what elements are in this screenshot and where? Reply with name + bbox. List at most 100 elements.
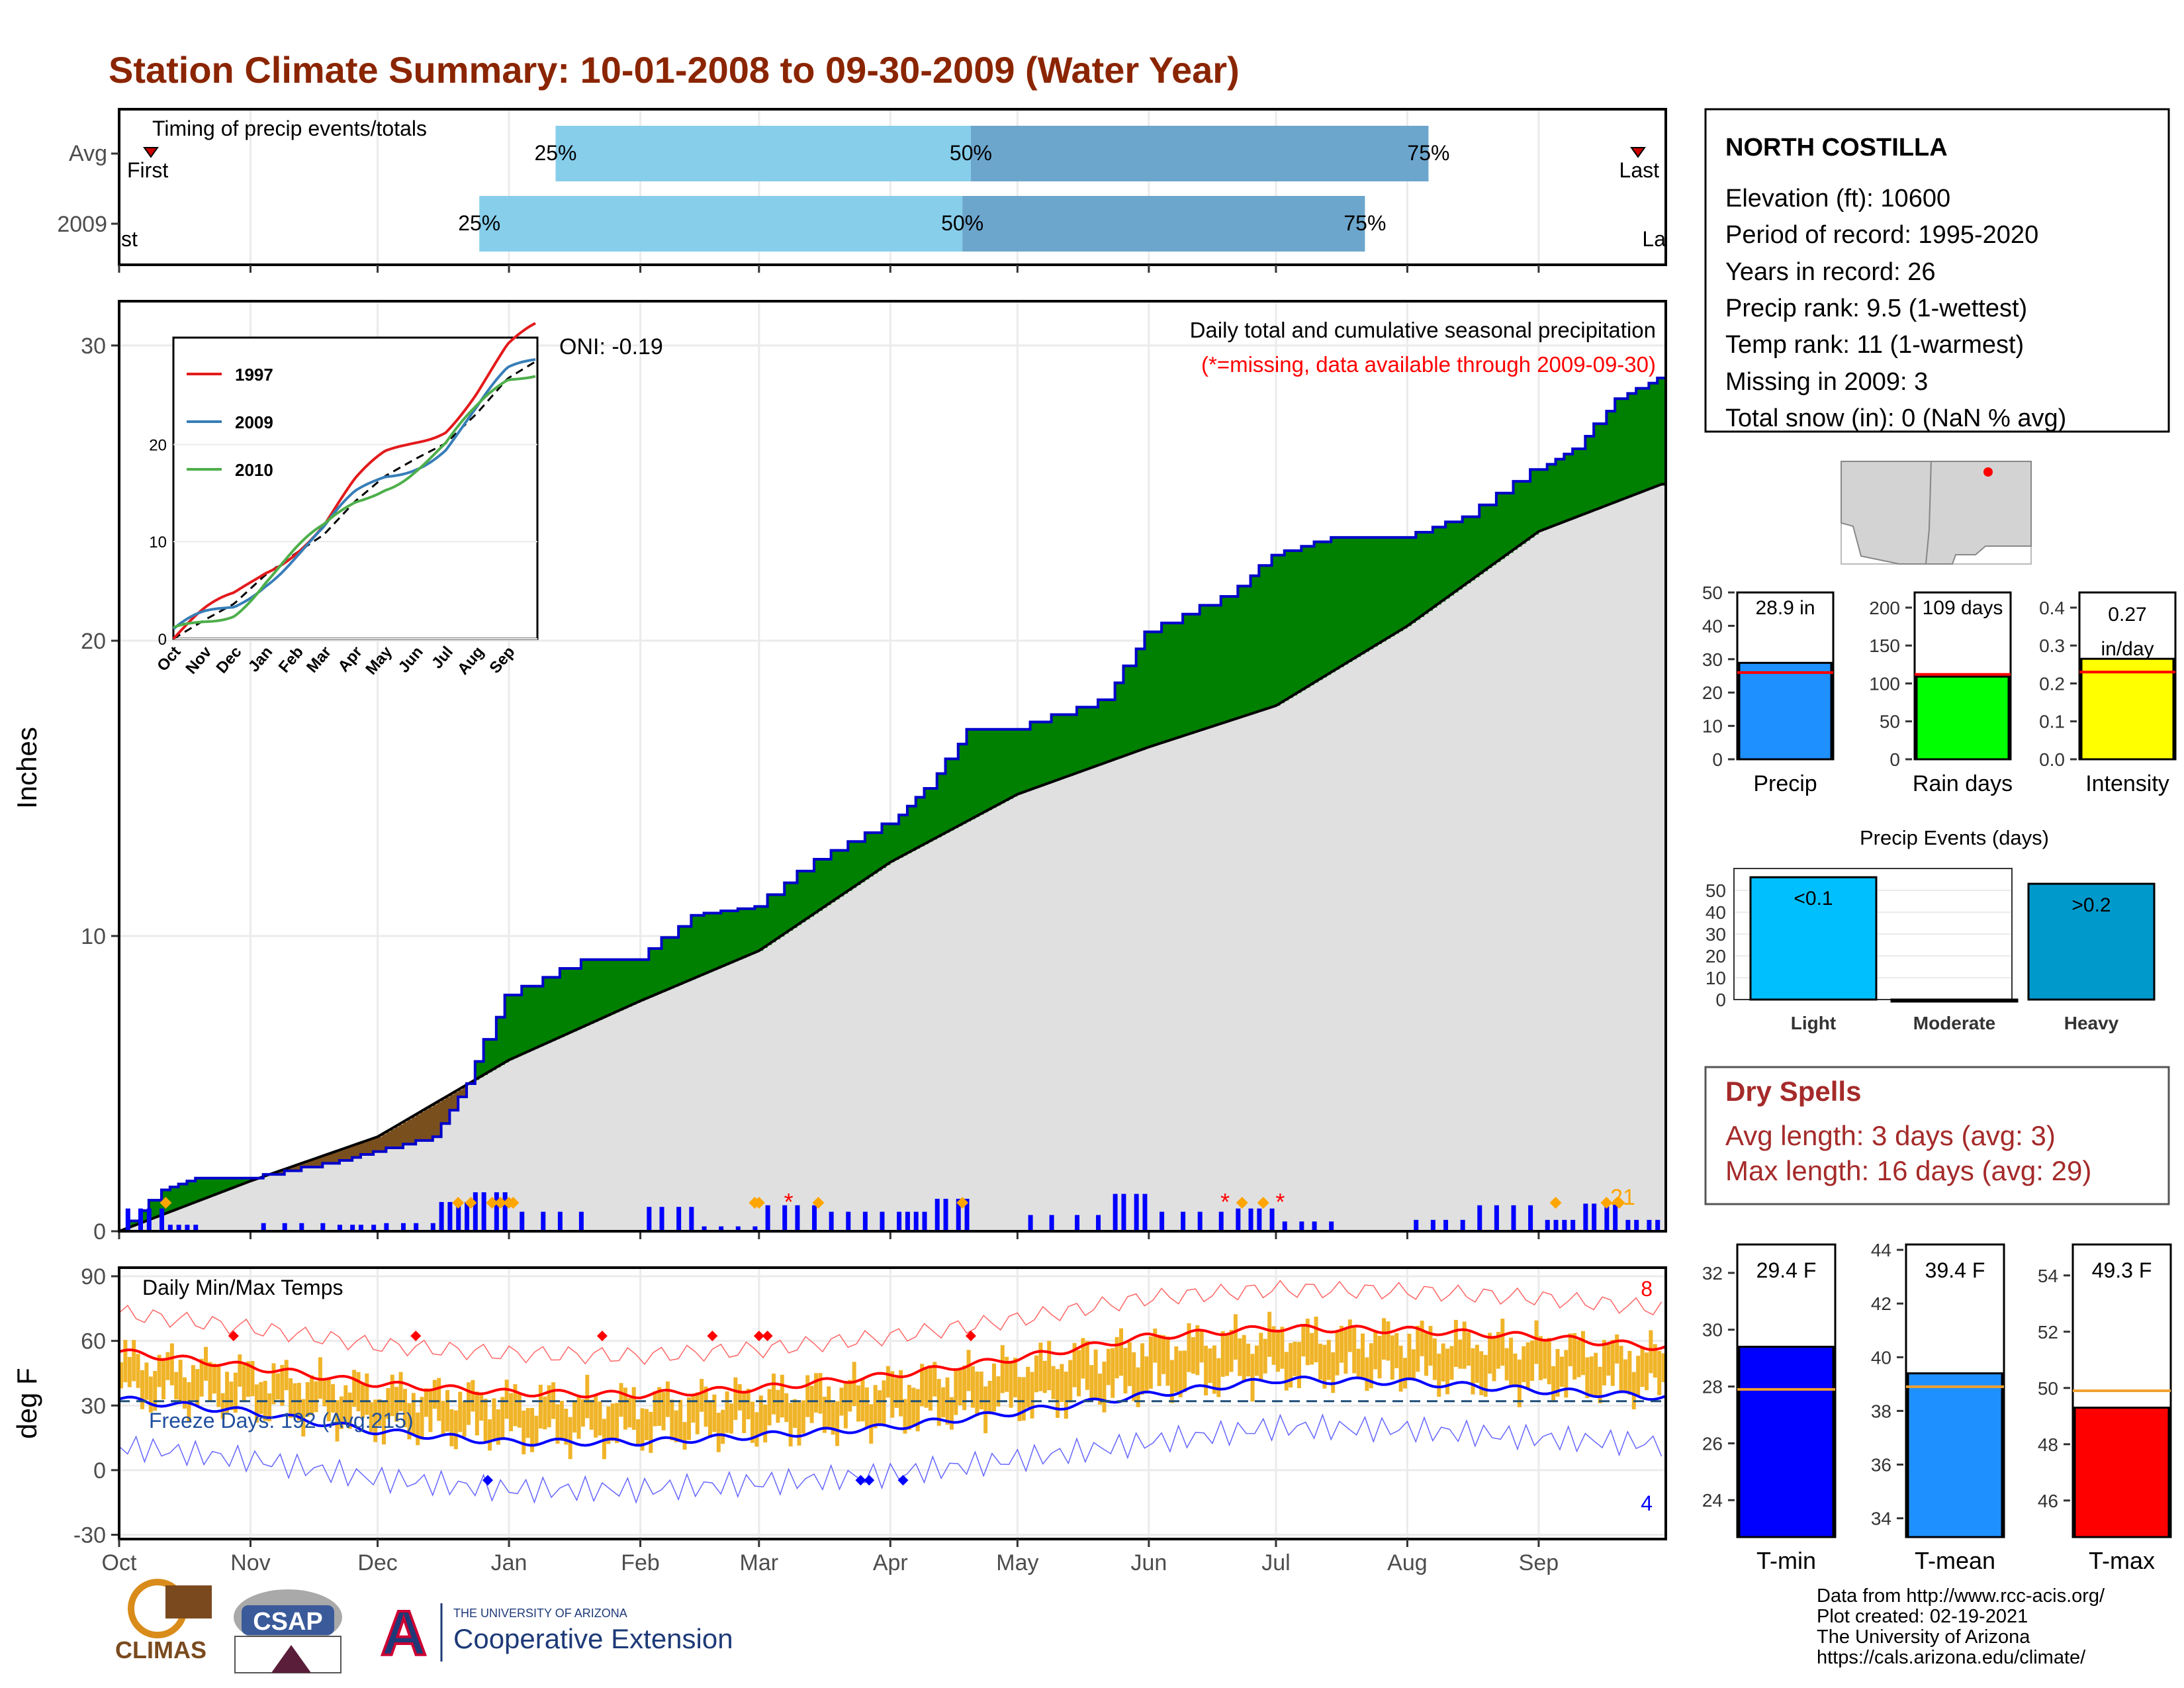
dry-spells-frame <box>1704 1066 2170 1205</box>
daily-precip-bar <box>167 1225 173 1231</box>
daily-precip-bar <box>1121 1194 1126 1231</box>
daily-precip-bar <box>1647 1219 1652 1231</box>
daily-temp-range <box>886 1366 890 1398</box>
daily-precip-bar <box>1248 1208 1253 1231</box>
month-label: Sep <box>1519 1550 1559 1575</box>
daily-temp-range <box>445 1390 450 1432</box>
daily-temp-range <box>402 1389 407 1428</box>
daily-temp-range <box>331 1383 336 1413</box>
daily-precip-bar <box>1269 1208 1275 1231</box>
daily-temp-range <box>856 1385 861 1422</box>
first-label: First <box>127 158 168 182</box>
page-title: Station Climate Summary: 10-01-2008 to 0… <box>109 49 1240 91</box>
climas-logo: CLIMAS <box>115 1579 212 1664</box>
daily-precip-bar <box>862 1211 868 1231</box>
daily-precip-bar <box>337 1225 342 1231</box>
daily-temp-range <box>1238 1338 1242 1376</box>
daily-temp-range <box>1009 1361 1013 1408</box>
daily-precip-bar <box>1218 1211 1224 1231</box>
daily-precip-bar <box>735 1226 741 1231</box>
temp-bar-y-tick: 28 <box>1702 1377 1723 1397</box>
daily-temp-range <box>1280 1327 1285 1369</box>
daily-temp-range <box>416 1412 420 1446</box>
credit-line: https://cals.arizona.edu/climate/ <box>1817 1647 2086 1668</box>
month-label: May <box>996 1550 1038 1575</box>
daily-temp-range <box>250 1361 255 1397</box>
daily-temp-range <box>627 1397 632 1428</box>
daily-temp-range <box>1394 1333 1399 1368</box>
record-high-envelope <box>118 1280 1662 1366</box>
daily-precip-bar <box>1312 1221 1317 1231</box>
daily-temp-range <box>1377 1336 1382 1379</box>
daily-precip-bar <box>541 1211 546 1231</box>
daily-temp-range <box>1199 1331 1204 1363</box>
temp-bar-y-tick: 26 <box>1702 1433 1723 1454</box>
daily-precip-bar <box>1096 1215 1101 1231</box>
summary-y-tick: 0 <box>1889 749 1900 770</box>
daily-temp-range <box>848 1380 852 1412</box>
daily-temp-range <box>1390 1335 1394 1380</box>
daily-temp-range <box>1081 1338 1085 1379</box>
daily-temp-range <box>1496 1332 1500 1369</box>
timing-pct-label: 25% <box>458 211 500 235</box>
daily-temp-range <box>1305 1319 1310 1366</box>
daily-precip-bar <box>1570 1219 1576 1231</box>
daily-temp-range <box>1534 1320 1539 1364</box>
daily-temp-range <box>369 1402 373 1432</box>
daily-temp-range <box>610 1403 615 1441</box>
daily-temp-range <box>1424 1331 1429 1376</box>
temp-bar-value: 49.3 F <box>2092 1258 2152 1282</box>
daily-temp-range <box>1093 1349 1098 1401</box>
daily-temp-range <box>954 1368 958 1415</box>
daily-temp-range <box>1187 1323 1191 1372</box>
daily-temp-range <box>958 1368 962 1405</box>
station-line: Missing in 2009: 3 <box>1725 368 1928 396</box>
daily-precip-bar <box>943 1198 948 1231</box>
daily-temp-range <box>716 1413 721 1452</box>
daily-temp-range <box>1259 1333 1263 1380</box>
daily-temp-range <box>852 1362 856 1407</box>
daily-temp-range <box>979 1372 983 1410</box>
daily-temp-range <box>178 1360 183 1401</box>
daily-precip-bar <box>1583 1203 1588 1231</box>
daily-temp-range <box>500 1397 505 1438</box>
daily-temp-range <box>1127 1342 1132 1386</box>
daily-temp-range <box>394 1387 399 1422</box>
daily-temp-range <box>199 1358 204 1397</box>
first-last-marker <box>1630 147 1646 158</box>
daily-temp-range <box>1060 1364 1064 1403</box>
summary-y-tick: 30 <box>1702 649 1723 670</box>
daily-temp-range <box>1564 1350 1569 1398</box>
month-label: Jan <box>491 1550 527 1575</box>
daily-precip-bar <box>913 1211 919 1231</box>
y-tick-label: 60 <box>81 1329 106 1354</box>
timing-label: Timing of precip events/totals <box>152 117 427 140</box>
daily-temp-range <box>1233 1314 1238 1360</box>
daily-temp-range <box>809 1385 814 1423</box>
daily-temp-range <box>153 1371 158 1411</box>
events-category: Light <box>1791 1013 1836 1033</box>
daily-temp-range <box>1631 1372 1636 1410</box>
daily-temp-range <box>144 1362 149 1400</box>
temp-bar-0 <box>1738 1345 1835 1538</box>
daily-temp-range <box>195 1369 200 1407</box>
events-y-tick: 30 <box>1706 924 1726 945</box>
daily-temp-range <box>1356 1348 1361 1378</box>
daily-temp-range <box>983 1386 988 1434</box>
daily-temp-range <box>1216 1358 1221 1397</box>
temp-bar-y-tick: 50 <box>2038 1378 2058 1399</box>
daily-precip-bar <box>350 1225 355 1231</box>
daily-precip-bar <box>320 1223 326 1231</box>
precip-frame <box>118 300 1667 1233</box>
daily-temp-range <box>441 1401 445 1434</box>
csap-wordmark: CSAP <box>253 1608 323 1636</box>
daily-temp-range <box>1509 1337 1514 1386</box>
extreme-event-marker <box>1549 1197 1562 1209</box>
temp-bar-y-tick: 40 <box>1871 1347 1891 1368</box>
daily-temp-range <box>674 1410 678 1442</box>
csap-mountain <box>271 1645 311 1673</box>
daily-temp-range <box>432 1380 437 1409</box>
